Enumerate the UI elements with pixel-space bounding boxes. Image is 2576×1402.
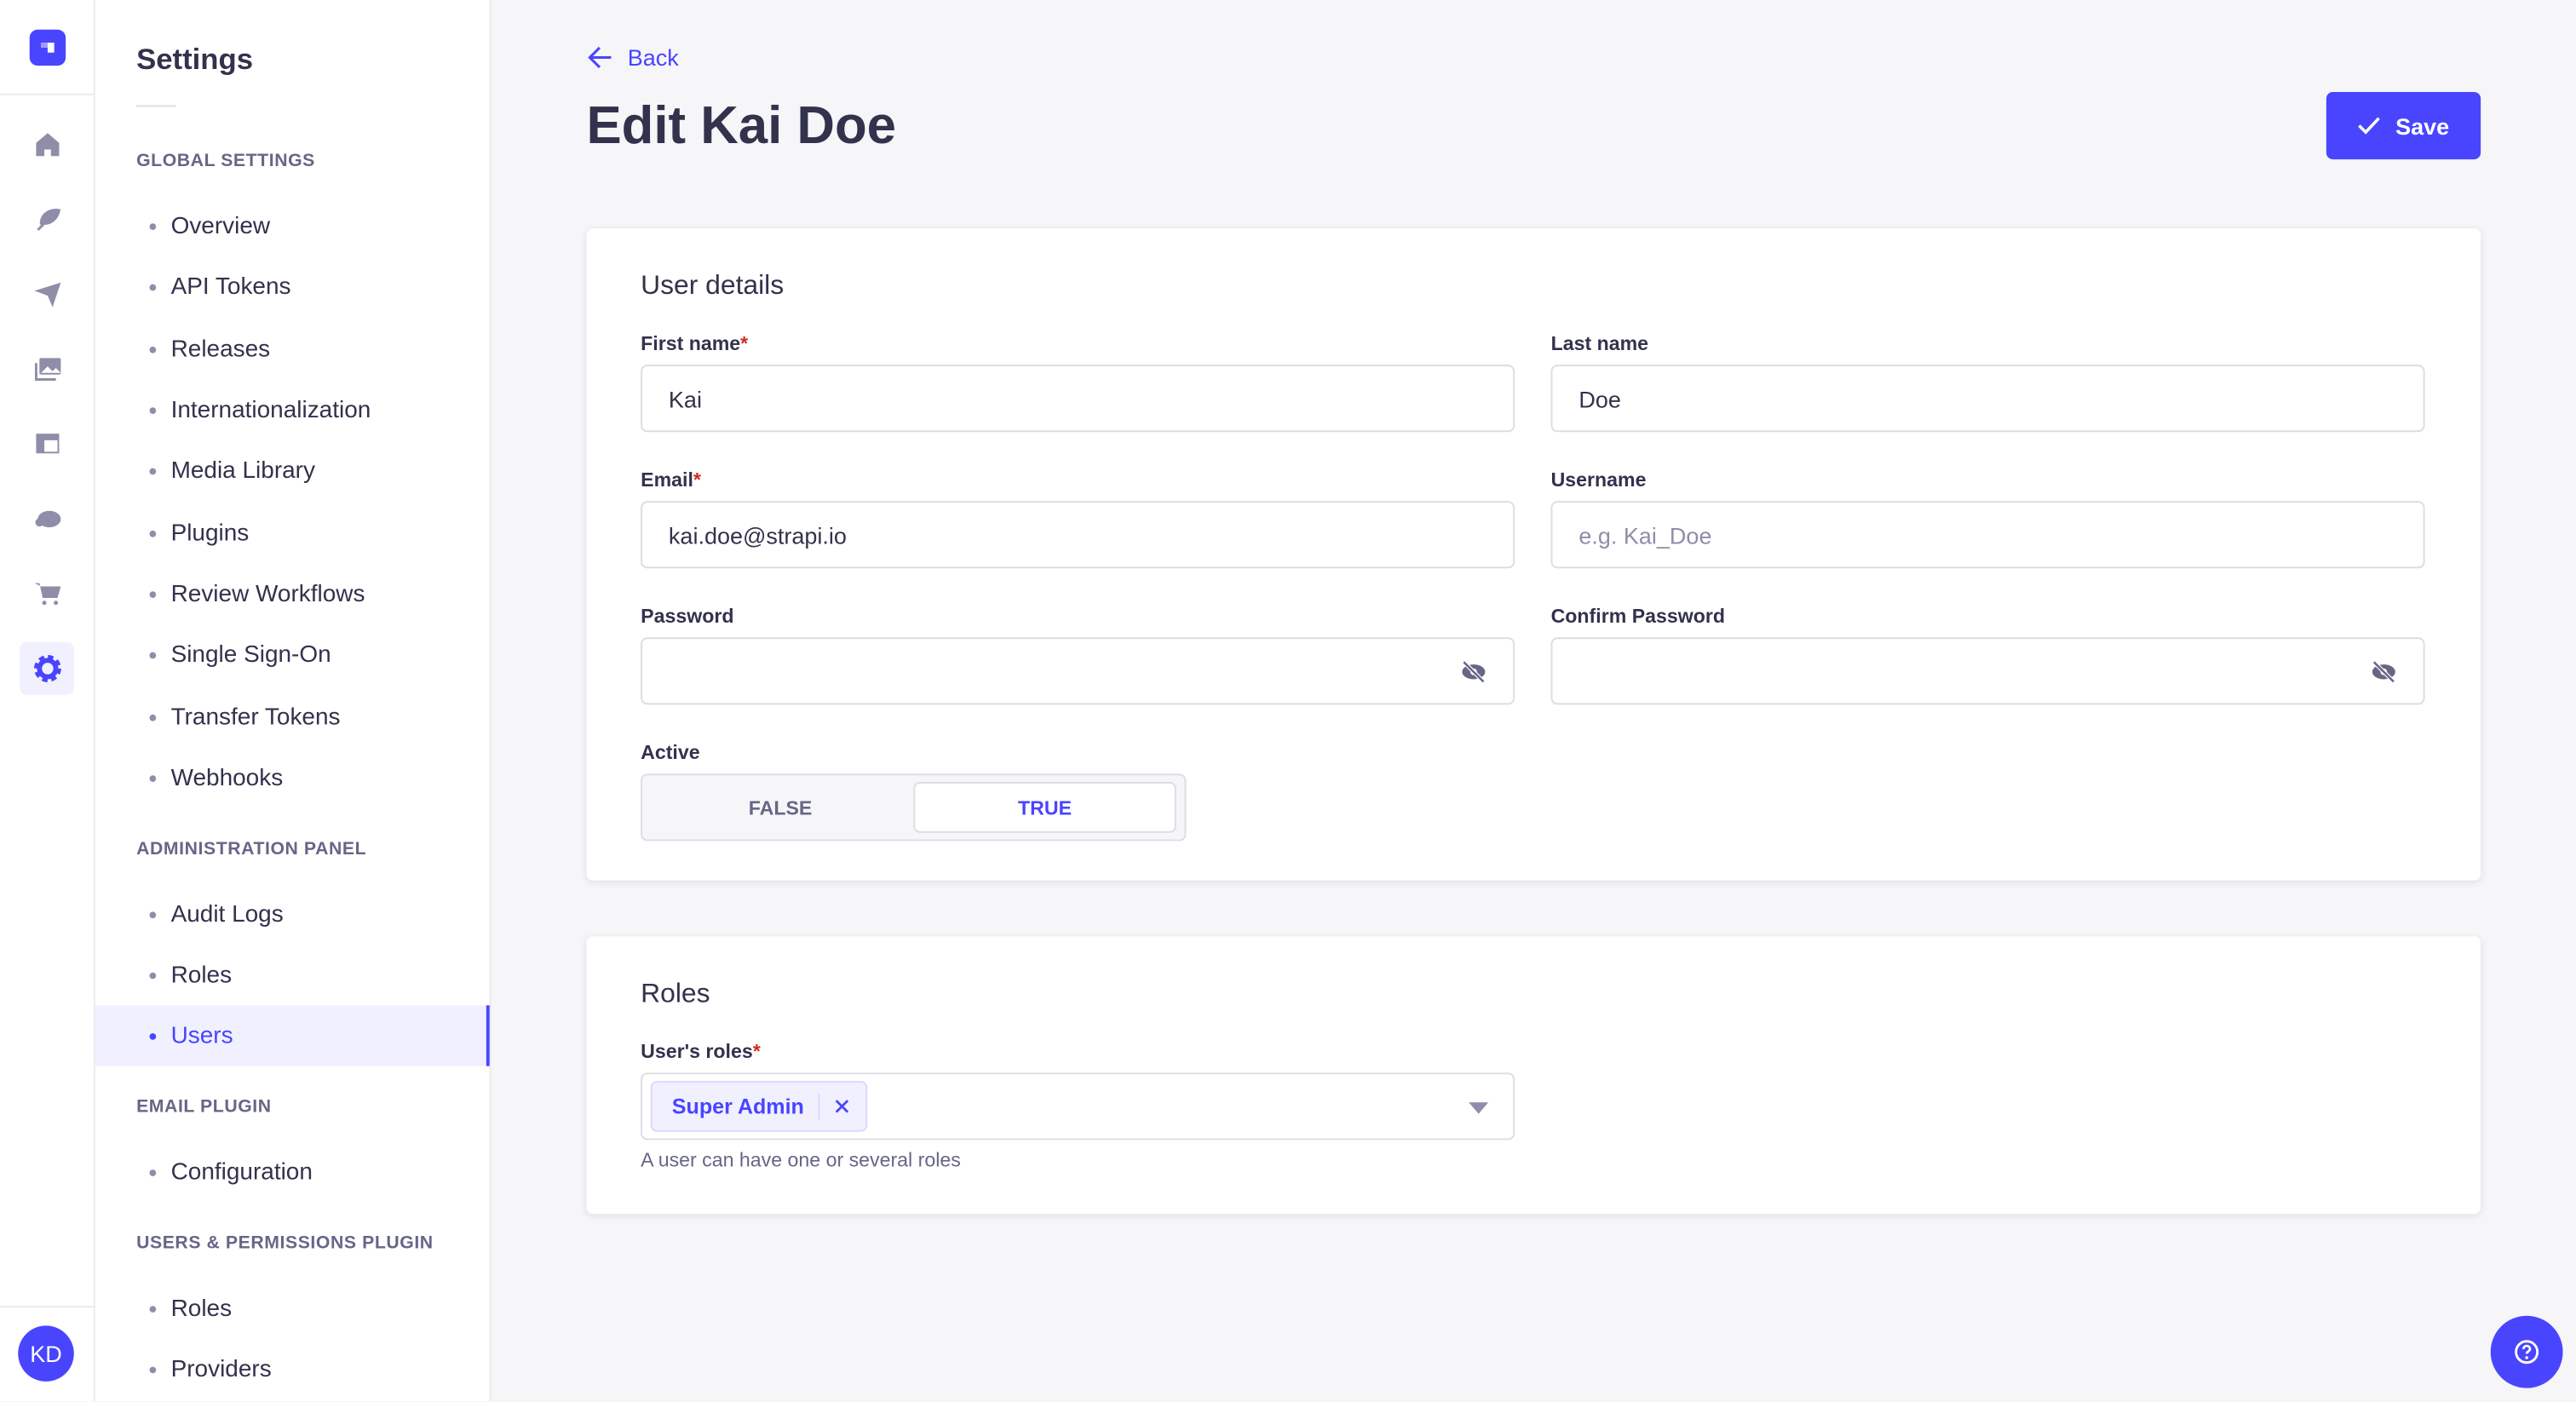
- password-label: Password: [641, 604, 734, 628]
- chevron-down-icon[interactable]: [1469, 1102, 1489, 1114]
- item-label: Transfer Tokens: [170, 704, 341, 731]
- subnav-item-releases[interactable]: Releases: [95, 319, 490, 379]
- username-label: Username: [1550, 468, 1647, 491]
- first-name-input[interactable]: Kai: [641, 365, 1515, 433]
- section-global-settings: GLOBAL SETTINGS: [136, 151, 315, 171]
- subnav-item-review-workflows[interactable]: Review Workflows: [95, 563, 490, 623]
- roles-card: Roles User's roles* Super Admin A user c…: [586, 936, 2481, 1215]
- item-label: Overview: [170, 212, 271, 239]
- confirm-password-input[interactable]: [1550, 637, 2425, 705]
- save-label: Save: [2395, 112, 2450, 139]
- last-name-input[interactable]: Doe: [1550, 365, 2425, 433]
- subnav-item-transfer-tokens[interactable]: Transfer Tokens: [95, 687, 490, 747]
- last-name-label: Last name: [1550, 331, 1649, 355]
- toggle-false[interactable]: FALSE: [748, 796, 813, 819]
- check-icon: [2358, 117, 2381, 135]
- item-label: Releases: [170, 336, 271, 363]
- paper-plane-icon[interactable]: [30, 276, 66, 312]
- divider: [0, 1306, 94, 1308]
- item-label: Roles: [170, 1295, 233, 1322]
- layout-icon[interactable]: [30, 425, 66, 461]
- eye-off-icon[interactable]: [1460, 660, 1486, 684]
- confirm-password-label: Confirm Password: [1550, 604, 1726, 628]
- item-label: Audit Logs: [170, 900, 284, 928]
- item-label: Webhooks: [170, 764, 284, 791]
- divider: [0, 93, 94, 95]
- item-label: Configuration: [170, 1158, 313, 1186]
- section-title: User details: [641, 271, 785, 301]
- subnav-item-up-roles[interactable]: Roles: [95, 1278, 490, 1338]
- question-icon: [2515, 1340, 2539, 1365]
- toggle-true[interactable]: TRUE: [913, 781, 1176, 833]
- section-title: Roles: [641, 979, 710, 1009]
- email-input[interactable]: kai.doe@strapi.io: [641, 501, 1515, 569]
- settings-nav-button[interactable]: [20, 642, 74, 695]
- section-administration-panel: ADMINISTRATION PANEL: [136, 839, 367, 859]
- password-input[interactable]: [641, 637, 1515, 705]
- subnav-item-plugins[interactable]: Plugins: [95, 503, 490, 563]
- first-name-label: First name*: [641, 331, 749, 355]
- subnav-item-api-tokens[interactable]: API Tokens: [95, 256, 490, 317]
- item-label: Review Workflows: [170, 580, 365, 607]
- item-label: Roles: [170, 962, 233, 989]
- item-label: Internationalization: [170, 396, 371, 423]
- item-label: Media Library: [170, 457, 315, 484]
- section-users-permissions-plugin: USERS & PERMISSIONS PLUGIN: [136, 1233, 434, 1254]
- cloud-icon[interactable]: [30, 501, 66, 537]
- username-input[interactable]: e.g. Kai_Doe: [1550, 501, 2425, 569]
- subnav-item-internationalization[interactable]: Internationalization: [95, 379, 490, 440]
- subnav-item-providers[interactable]: Providers: [95, 1339, 490, 1399]
- divider: [136, 105, 176, 107]
- save-button[interactable]: Save: [2326, 91, 2481, 160]
- home-icon[interactable]: [30, 126, 66, 162]
- avatar[interactable]: KD: [18, 1325, 74, 1382]
- page-title: Edit Kai Doe: [586, 95, 896, 155]
- role-tag-label: Super Admin: [671, 1094, 804, 1119]
- main-nav-rail: KD: [0, 0, 95, 1402]
- close-icon[interactable]: [836, 1099, 850, 1113]
- item-label: Plugins: [170, 520, 250, 547]
- subnav-item-sso[interactable]: Single Sign-On: [95, 624, 490, 685]
- cart-icon[interactable]: [30, 575, 66, 611]
- subnav-title: Settings: [136, 43, 254, 76]
- subnav-item-media-library[interactable]: Media Library: [95, 440, 490, 501]
- strapi-logo-icon[interactable]: [29, 29, 66, 66]
- help-button[interactable]: [2490, 1315, 2563, 1388]
- active-label: Active: [641, 740, 700, 764]
- settings-subnav: Settings GLOBAL SETTINGS Overview API To…: [95, 0, 492, 1402]
- active-toggle[interactable]: FALSE TRUE: [641, 773, 1187, 842]
- role-tag: Super Admin: [650, 1080, 869, 1132]
- arrow-left-icon: [588, 46, 612, 69]
- subnav-item-audit-logs[interactable]: Audit Logs: [95, 884, 490, 945]
- user-details-card: User details First name* Kai Last name D…: [586, 228, 2481, 881]
- subnav-item-roles[interactable]: Roles: [95, 945, 490, 1005]
- subnav-item-webhooks[interactable]: Webhooks: [95, 747, 490, 807]
- feather-icon[interactable]: [30, 200, 66, 236]
- roles-label: User's roles*: [641, 1039, 761, 1063]
- subnav-item-configuration[interactable]: Configuration: [95, 1141, 490, 1202]
- images-icon[interactable]: [30, 352, 66, 388]
- roles-hint: A user can have one or several roles: [641, 1148, 961, 1172]
- item-label: Single Sign-On: [170, 641, 331, 668]
- gear-icon[interactable]: [30, 651, 66, 687]
- subnav-item-overview[interactable]: Overview: [95, 195, 490, 256]
- item-label: Users: [170, 1022, 233, 1049]
- item-label: Providers: [170, 1356, 272, 1382]
- section-email-plugin: EMAIL PLUGIN: [136, 1097, 272, 1118]
- back-link[interactable]: Back: [588, 44, 679, 71]
- subnav-item-users[interactable]: Users: [95, 1005, 490, 1066]
- email-label: Email*: [641, 468, 701, 491]
- back-label: Back: [627, 44, 679, 71]
- item-label: API Tokens: [170, 273, 291, 300]
- eye-off-icon[interactable]: [2371, 660, 2397, 684]
- roles-select[interactable]: Super Admin: [641, 1072, 1515, 1141]
